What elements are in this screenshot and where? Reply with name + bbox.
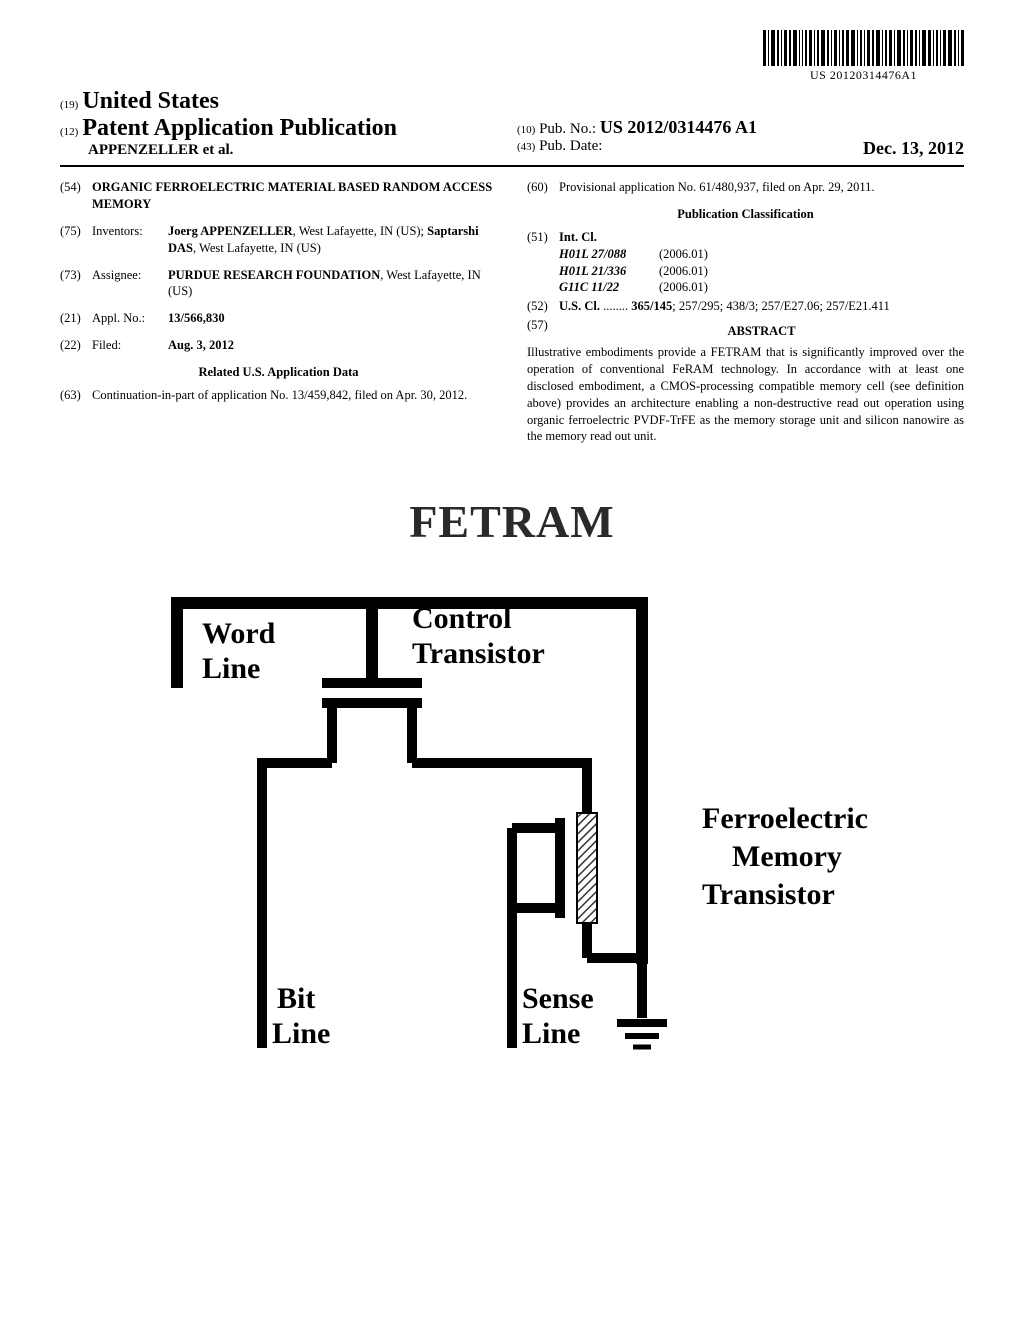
intcl-row: H01L 21/336 (2006.01) — [559, 263, 964, 280]
header-block: (19) United States (12) Patent Applicati… — [60, 88, 964, 167]
pubclass-title: Publication Classification — [527, 206, 964, 223]
filed-label: Filed: — [92, 337, 168, 354]
abstract-body: Illustrative embodiments provide a FETRA… — [527, 344, 964, 445]
pub-date: Dec. 13, 2012 — [863, 138, 964, 159]
field-num-21: (21) — [60, 310, 92, 327]
intcl-row: H01L 27/088 (2006.01) — [559, 246, 964, 263]
label-word: Word — [202, 617, 276, 650]
figure-block: FETRAM — [60, 495, 964, 1113]
label-ferro3: Transistor — [702, 878, 835, 911]
intcl-row: G11C 11/22 (2006.01) — [559, 279, 964, 296]
inventors-value: Joerg APPENZELLER, West Lafayette, IN (U… — [168, 223, 497, 257]
barcode-lines — [763, 30, 964, 66]
field-num-75: (75) — [60, 223, 92, 257]
label-control1: Control — [412, 602, 511, 635]
barcode-block: US 20120314476A1 — [60, 30, 964, 84]
field-num-73: (73) — [60, 267, 92, 301]
left-column: (54) ORGANIC FERROELECTRIC MATERIAL BASE… — [60, 179, 497, 445]
applno-value: 13/566,830 — [168, 310, 497, 327]
field-num-57: (57) — [527, 317, 559, 340]
country: United States — [82, 88, 219, 114]
field-num-60: (60) — [527, 179, 559, 196]
abstract-title: ABSTRACT — [559, 323, 964, 340]
field-num-19: (19) — [60, 99, 78, 111]
field-num-51: (51) — [527, 229, 559, 297]
label-sense1: Sense — [522, 982, 594, 1015]
label-bit2: Line — [272, 1017, 330, 1050]
assignee-label: Assignee: — [92, 267, 168, 301]
field-num-22: (22) — [60, 337, 92, 354]
field-num-10: (10) — [517, 124, 535, 136]
label-ferro2: Memory — [732, 840, 842, 873]
assignee-value: PURDUE RESEARCH FOUNDATION, West Lafayet… — [168, 267, 497, 301]
label-word2: Line — [202, 652, 260, 685]
label-sense2: Line — [522, 1017, 580, 1050]
field-num-63: (63) — [60, 387, 92, 404]
related-data-title: Related U.S. Application Data — [60, 364, 497, 381]
publication-type: Patent Application Publication — [82, 115, 397, 141]
field-num-54: (54) — [60, 179, 92, 213]
figure-title: FETRAM — [60, 495, 964, 548]
label-ferro1: Ferroelectric — [702, 802, 868, 835]
field-num-43: (43) — [517, 141, 535, 153]
pubno-label: Pub. No.: — [539, 121, 596, 137]
invention-title: ORGANIC FERROELECTRIC MATERIAL BASED RAN… — [92, 179, 497, 213]
pubdate-label: Pub. Date: — [539, 138, 602, 154]
provisional-text: Provisional application No. 61/480,937, … — [559, 179, 964, 196]
inventors-label: Inventors: — [92, 223, 168, 257]
label-bit1: Bit — [277, 982, 315, 1015]
label-control2: Transistor — [412, 637, 545, 670]
barcode-text: US 20120314476A1 — [763, 68, 964, 83]
right-column: (60) Provisional application No. 61/480,… — [527, 179, 964, 445]
pub-number: US 2012/0314476 A1 — [600, 117, 757, 137]
uscl-value: U.S. Cl. ........ 365/145; 257/295; 438/… — [559, 298, 964, 315]
intcl-label: Int. Cl. — [559, 229, 964, 246]
continuation-text: Continuation-in-part of application No. … — [92, 387, 497, 404]
circuit-diagram: Word Line Control Transistor Bit Line Se… — [82, 548, 942, 1108]
field-num-52: (52) — [527, 298, 559, 315]
authors-header: APPENZELLER et al. — [60, 142, 507, 159]
field-num-12: (12) — [60, 126, 78, 138]
filed-value: Aug. 3, 2012 — [168, 337, 497, 354]
applno-label: Appl. No.: — [92, 310, 168, 327]
